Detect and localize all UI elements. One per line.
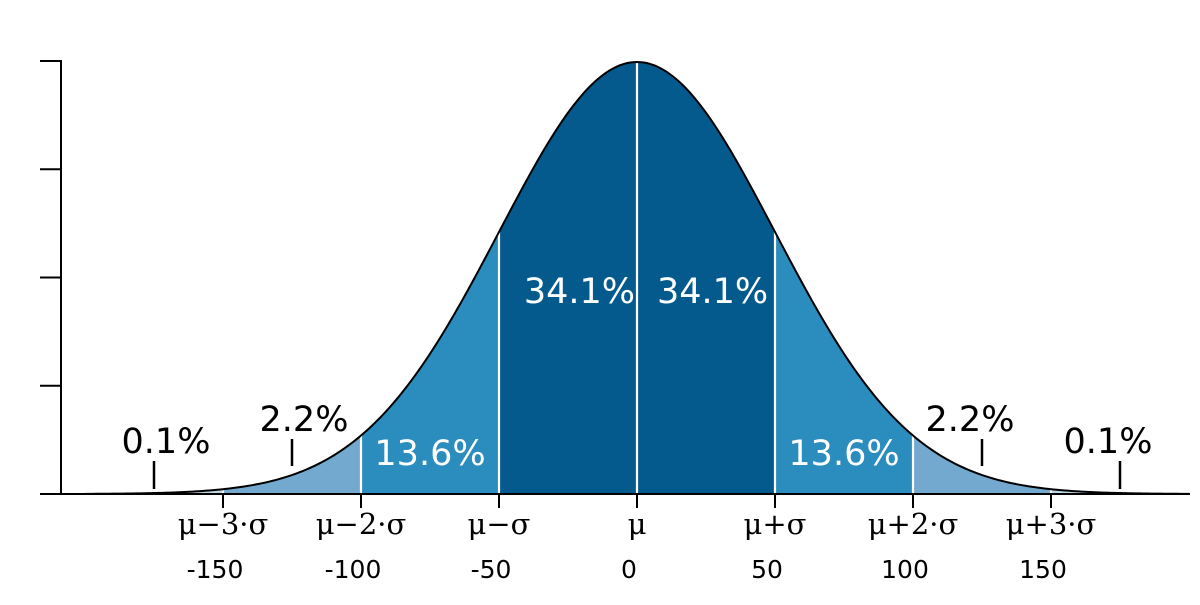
- x-value-label: -100: [325, 555, 382, 584]
- x-value-label: 100: [881, 555, 929, 584]
- x-value-label: -150: [187, 555, 244, 584]
- x-value-label: 150: [1019, 555, 1067, 584]
- sigma-label: μ−σ: [468, 507, 531, 541]
- percent-label: 0.1%: [122, 422, 211, 462]
- band-right-3sigma: [913, 435, 1051, 494]
- percent-label: 2.2%: [260, 400, 349, 440]
- percent-label: 34.1%: [524, 272, 635, 312]
- sigma-label: μ+3·σ: [1006, 507, 1097, 541]
- sigma-label: μ: [628, 507, 647, 541]
- bell-curve-line: [84, 60, 1190, 495]
- x-axis-ticks: [222, 494, 1052, 508]
- percent-label: 34.1%: [657, 272, 768, 312]
- x-value-label: 50: [751, 555, 783, 584]
- axes: [40, 60, 1190, 495]
- band-left-3sigma: [223, 435, 361, 494]
- percent-label: 13.6%: [374, 434, 485, 474]
- sigma-label: μ−2·σ: [316, 507, 407, 541]
- percent-labels: 0.1% 2.2% 13.6% 34.1% 34.1% 13.6% 2.2% 0.1%: [122, 272, 1153, 489]
- sigma-label: μ+σ: [744, 507, 807, 541]
- x-value-labels: -150 -100 -50 0 50 100 150: [187, 555, 1067, 584]
- x-value-label: -50: [471, 555, 512, 584]
- sigma-labels: μ−3·σ μ−2·σ μ−σ μ μ+σ μ+2·σ μ+3·σ: [178, 507, 1097, 541]
- x-value-label: 0: [621, 555, 637, 584]
- sigma-label: μ−3·σ: [178, 507, 269, 541]
- percent-label: 0.1%: [1064, 422, 1153, 462]
- sigma-label: μ+2·σ: [868, 507, 959, 541]
- percent-label: 13.6%: [788, 434, 899, 474]
- percent-label: 2.2%: [926, 400, 1015, 440]
